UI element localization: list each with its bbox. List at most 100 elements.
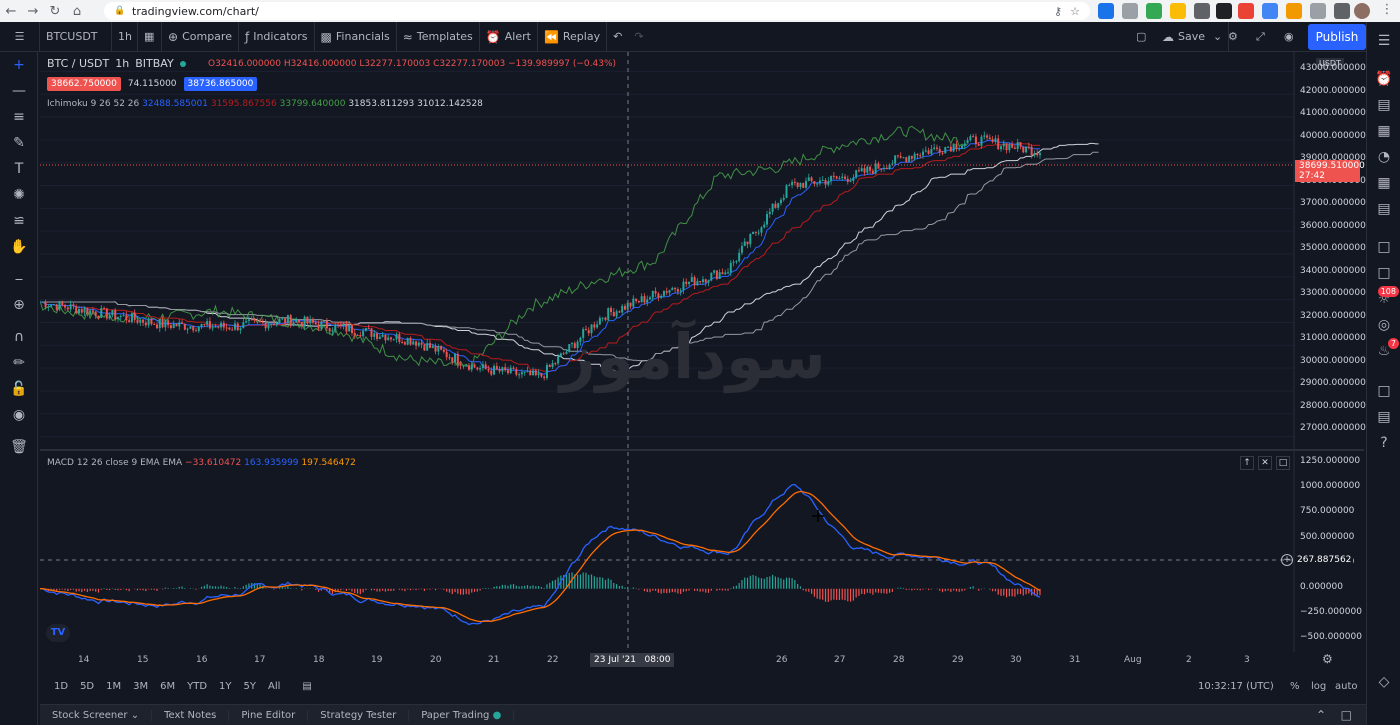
brush-icon[interactable]: ✎ [13, 135, 25, 151]
forward-icon[interactable]: → [27, 3, 39, 19]
avatar[interactable] [1354, 3, 1370, 19]
prediction-icon[interactable]: ≌ [13, 213, 25, 229]
undo-icon[interactable]: ↶ [613, 30, 623, 43]
hotlist-icon[interactable]: ◔ [1377, 149, 1391, 165]
chart-settings-icon[interactable]: ⚙ [1322, 652, 1333, 666]
key-icon[interactable]: ⚷ [1053, 4, 1062, 18]
alert-button[interactable]: ⏰ Alert [480, 21, 538, 52]
chart-canvas[interactable] [40, 52, 1364, 652]
compare-button[interactable]: ⊕ Compare [162, 21, 239, 52]
clock[interactable]: 10:32:17 (UTC) [1198, 680, 1274, 692]
pencil-lock-icon[interactable]: ✏ [13, 355, 25, 371]
tab-pine-editor[interactable]: Pine Editor [229, 709, 309, 721]
alarm-clock-icon[interactable]: ⏰ [1375, 71, 1393, 87]
tab-strategy-tester[interactable]: Strategy Tester [308, 709, 410, 721]
fullscreen-icon[interactable]: ⤢ [1256, 29, 1265, 43]
grid-icon[interactable]: ▦ [1377, 175, 1391, 191]
log-toggle[interactable]: log [1311, 680, 1327, 692]
news-icon[interactable]: ▤ [1377, 201, 1391, 217]
range-button[interactable]: 6M [160, 680, 176, 692]
crosshair-icon[interactable]: + [13, 57, 25, 73]
back-icon[interactable]: ← [5, 3, 17, 19]
extension-icon[interactable] [1170, 3, 1186, 19]
macd-legend[interactable]: MACD 12 26 close 9 EMA EMA −33.610472 16… [47, 458, 356, 468]
extension-icon[interactable] [1216, 3, 1232, 19]
extension-icon[interactable] [1238, 3, 1254, 19]
magnet-icon[interactable]: ∩ [13, 329, 25, 345]
tradingview-logo[interactable]: TV [46, 624, 70, 642]
eye-icon[interactable]: ◉ [12, 407, 26, 423]
data-window-icon[interactable]: ▤ [1377, 97, 1391, 113]
order-panel-icon[interactable]: ▤ [1377, 409, 1391, 425]
range-button[interactable]: 1M [106, 680, 122, 692]
publish-button[interactable]: Publish [1308, 24, 1366, 50]
gear-icon[interactable]: ⚙ [1228, 30, 1238, 43]
add-alert-icon[interactable]: + [1281, 554, 1293, 566]
auto-toggle[interactable]: auto [1335, 680, 1358, 692]
help-icon[interactable]: ? [1380, 435, 1388, 451]
sell-button[interactable]: 38662.750000 [47, 77, 121, 91]
trendline-icon[interactable]: — [12, 83, 26, 99]
range-button[interactable]: 5D [80, 680, 95, 692]
percent-toggle[interactable]: % [1290, 680, 1300, 692]
indicators-button[interactable]: ƒ Indicators [239, 21, 315, 52]
hamburger-icon[interactable]: ☰ [0, 21, 40, 52]
extension-icon[interactable] [1262, 3, 1278, 19]
range-button[interactable]: 3M [133, 680, 149, 692]
lock-icon[interactable]: 🔓 [10, 381, 28, 397]
fib-icon[interactable]: ≡ [13, 109, 25, 125]
layout-icon[interactable]: ▢ [1136, 30, 1147, 43]
templates-button[interactable]: ≈ Templates [397, 21, 480, 52]
range-button[interactable]: YTD [187, 680, 208, 692]
arrow-up-icon[interactable]: ↑ [1240, 456, 1254, 470]
media-icon[interactable] [1334, 3, 1350, 19]
address-bar[interactable]: 🔒 tradingview.com/chart/ ⚷ ☆ [104, 2, 1090, 20]
pattern-icon[interactable]: ✺ [13, 187, 25, 203]
maximize-icon[interactable]: □ [1276, 456, 1290, 470]
chevron-up-icon[interactable]: ⌃ [1315, 708, 1326, 722]
chat-bubble-icon[interactable]: □ [1377, 383, 1391, 399]
chat-icon[interactable]: □ [1377, 239, 1391, 255]
star-icon[interactable]: ☆ [1070, 4, 1080, 18]
reload-icon[interactable]: ↻ [49, 3, 61, 19]
bell-icon[interactable]: ♨ 7 [1367, 338, 1400, 364]
save-button[interactable]: ☁ Save ⌄ [1156, 21, 1230, 52]
redo-icon[interactable]: ↷ [634, 30, 644, 43]
tab-text-notes[interactable]: Text Notes [152, 709, 230, 721]
calendar-icon[interactable]: ▦ [1377, 123, 1391, 139]
ideas-icon[interactable]: ☼ 108 [1367, 286, 1400, 312]
ichimoku-legend[interactable]: Ichimoku 9 26 52 26 32488.585001 31595.8… [47, 99, 483, 109]
symbol-search[interactable]: BTCUSDT [40, 21, 112, 52]
trash-icon[interactable]: 🗑 [10, 439, 28, 455]
streams-icon[interactable]: ◎ [1377, 317, 1391, 333]
range-button[interactable]: 1D [54, 680, 69, 692]
extension-icon[interactable] [1194, 3, 1210, 19]
extension-icon[interactable] [1122, 3, 1138, 19]
buy-button[interactable]: 38736.865000 [183, 77, 258, 91]
range-button[interactable]: 5Y [243, 680, 257, 692]
layers-icon[interactable]: ◇ [1378, 674, 1390, 690]
maximize-panel-icon[interactable]: □ [1340, 708, 1352, 722]
zoom-in-icon[interactable]: ⊕ [13, 297, 25, 313]
extension-icon[interactable] [1098, 3, 1114, 19]
date-range-icon[interactable]: ▤ [302, 680, 312, 692]
camera-icon[interactable]: ◉ [1284, 30, 1294, 43]
candles-icon[interactable]: ▦ [138, 21, 162, 52]
home-icon[interactable]: ⌂ [72, 3, 82, 19]
comments-icon[interactable]: □ [1377, 265, 1391, 281]
tab-paper-trading[interactable]: Paper Trading ● [409, 709, 515, 721]
ruler-icon[interactable]: ⎯ [15, 271, 23, 287]
interval-button[interactable]: 1h [112, 21, 138, 52]
menu-icon[interactable]: ⋮ [1380, 2, 1394, 17]
range-button[interactable]: 1Y [219, 680, 232, 692]
puzzle-icon[interactable] [1310, 3, 1326, 19]
currency-unit[interactable]: USDT [1316, 58, 1344, 69]
financials-button[interactable]: ▩ Financials [315, 21, 397, 52]
watchlist-icon[interactable]: ☰ [1377, 33, 1391, 49]
thumbs-up-icon[interactable]: ✋ [10, 239, 28, 255]
replay-button[interactable]: ⏪ Replay [538, 21, 608, 52]
extension-icon[interactable] [1146, 3, 1162, 19]
close-icon[interactable]: ✕ [1258, 456, 1272, 470]
range-button[interactable]: All [268, 680, 281, 692]
text-icon[interactable]: T [14, 161, 24, 177]
